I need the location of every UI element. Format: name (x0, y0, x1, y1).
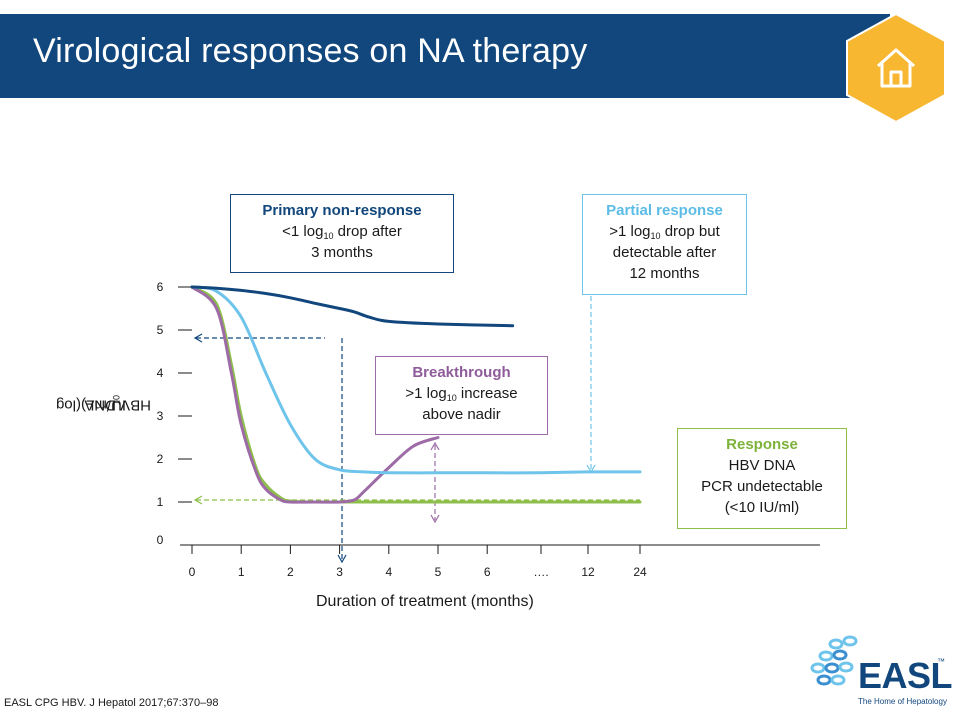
x-tick-label: 0 (189, 565, 196, 579)
slide-title: Virological responses on NA therapy (33, 32, 588, 70)
annotation-title: Partial response (606, 202, 723, 219)
annotation-primary-non-response: Primary non-response <1 log10 drop after… (230, 194, 454, 273)
x-tick-label: 12 (581, 565, 595, 579)
y-tick-label: 6 (157, 280, 164, 294)
easl-logo-mark (810, 635, 858, 686)
series-line-partial-response (190, 285, 642, 475)
annotation-title: Breakthrough (412, 364, 511, 381)
arrow-head (337, 554, 347, 564)
y-tick-label: 4 (157, 366, 164, 380)
x-tick-label: 2 (287, 565, 294, 579)
home-icon (877, 48, 915, 88)
x-tick-label: 3 (336, 565, 343, 579)
x-tick-label: 5 (435, 565, 442, 579)
series-line-primary-non-response (190, 285, 515, 328)
arrow-head (193, 333, 203, 343)
annotation-response: Response HBV DNA PCR undetectable (<10 I… (677, 428, 847, 529)
annotation-breakthrough: Breakthrough >1 log10 increase above nad… (375, 356, 548, 435)
x-tick-label: 6 (484, 565, 491, 579)
x-tick-label: 1 (238, 565, 245, 579)
y-tick-label: 0 (157, 533, 164, 547)
guide-arrows (193, 296, 640, 564)
y-tick-label: 3 (157, 409, 164, 423)
arrow-head (193, 495, 203, 505)
logo-tagline: The Home of Hepatology (858, 697, 947, 706)
arrow-head (430, 441, 440, 451)
x-axis-label: Duration of treatment (months) (316, 593, 534, 610)
series-lines (190, 285, 642, 504)
trademark: ™ (937, 657, 945, 666)
y-tick-label: 2 (157, 452, 164, 466)
annotation-title: Primary non-response (262, 202, 422, 219)
annotation-title: Response (726, 436, 798, 453)
hexagon-badge (846, 12, 946, 124)
annotation-partial-response: Partial response >1 log10 drop but detec… (582, 194, 747, 295)
y-tick-label: 5 (157, 323, 164, 337)
arrow-head (430, 514, 440, 524)
x-tick-label: …. (533, 565, 548, 579)
title-bar (0, 14, 890, 98)
axes (178, 286, 820, 554)
series-line-breakthrough (190, 285, 440, 504)
x-tick-label: 4 (385, 565, 392, 579)
citation: EASL CPG HBV. J Hepatol 2017;67:370–98 (4, 697, 219, 709)
y-tick-label: 1 (157, 495, 164, 509)
easl-logo-text: EASL (858, 655, 953, 696)
home-button[interactable] (845, 12, 947, 124)
x-tick-label: 24 (633, 565, 647, 579)
